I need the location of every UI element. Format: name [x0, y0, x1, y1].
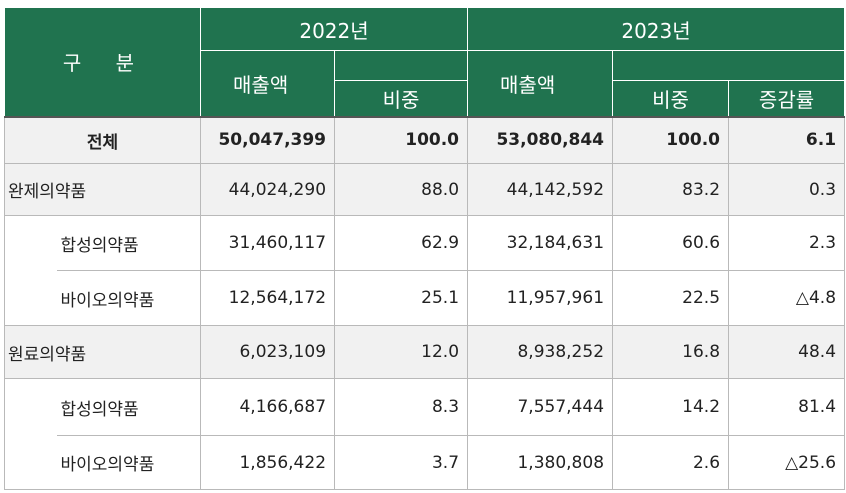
sales-2023-cell: 44,142,592 [467, 163, 614, 216]
sales-2022-cell: 4,166,687 [200, 378, 336, 436]
row-total: 전체 50,047,399 100.0 53,080,844 100.0 6.1 [3, 115, 846, 164]
row-label: 바이오의약품 [56, 435, 202, 490]
sales-2023-cell: 11,957,961 [467, 270, 614, 326]
header-category: 구 분 [3, 7, 202, 117]
row-raw-bio: 바이오의약품 1,856,422 3.7 1,380,808 2.6 △25.6 [4, 435, 846, 490]
row-label: 합성의약품 [56, 215, 202, 271]
sales-table: 구 분 2022년 2023년 매출액 매출액 비중 비중 증감률 전체 50,… [3, 7, 846, 490]
share-2023-cell: 100.0 [612, 115, 730, 164]
share-2022-cell: 12.0 [334, 325, 469, 379]
sales-2023-cell: 1,380,808 [467, 435, 614, 490]
row-raw-materials: 원료의약품 6,023,109 12.0 8,938,252 16.8 48.4 [3, 325, 846, 379]
header-change-2023: 증감률 [728, 80, 846, 117]
sales-2023-cell: 32,184,631 [467, 215, 614, 271]
header-spacer-2022 [334, 50, 469, 81]
share-2023-cell: 60.6 [612, 215, 730, 271]
change-cell: 2.3 [728, 215, 846, 271]
row-label: 바이오의약품 [56, 270, 202, 326]
indent-cell [4, 215, 57, 271]
row-finished-bio: 바이오의약품 12,564,172 25.1 11,957,961 22.5 △… [4, 270, 846, 326]
share-2023-cell: 83.2 [612, 163, 730, 216]
share-2023-cell: 16.8 [612, 325, 730, 379]
row-label: 원료의약품 [3, 325, 202, 379]
share-2023-cell: 22.5 [612, 270, 730, 326]
row-label: 완제의약품 [3, 163, 202, 216]
header-year-2022: 2022년 [200, 7, 469, 51]
header-share-2022: 비중 [334, 80, 469, 117]
header-spacer-2023 [612, 50, 846, 81]
row-finished-synthetic: 합성의약품 31,460,117 62.9 32,184,631 60.6 2.… [4, 215, 846, 271]
header-year-2023: 2023년 [467, 7, 846, 51]
share-2022-cell: 100.0 [334, 115, 469, 164]
change-cell: 0.3 [728, 163, 846, 216]
share-2022-cell: 88.0 [334, 163, 469, 216]
row-label: 전체 [3, 115, 202, 164]
sales-2023-cell: 8,938,252 [467, 325, 614, 379]
share-2023-cell: 14.2 [612, 378, 730, 436]
header-share-2023: 비중 [612, 80, 730, 117]
change-cell: △4.8 [728, 270, 846, 326]
change-cell: 81.4 [728, 378, 846, 436]
row-finished-drugs: 완제의약품 44,024,290 88.0 44,142,592 83.2 0.… [3, 163, 846, 216]
sales-2022-cell: 44,024,290 [200, 163, 336, 216]
share-2023-cell: 2.6 [612, 435, 730, 490]
change-cell: 6.1 [728, 115, 846, 164]
change-cell: △25.6 [728, 435, 846, 490]
change-cell: 48.4 [728, 325, 846, 379]
share-2022-cell: 62.9 [334, 215, 469, 271]
row-label: 합성의약품 [56, 378, 202, 436]
sales-2022-cell: 6,023,109 [200, 325, 336, 379]
share-2022-cell: 3.7 [334, 435, 469, 490]
share-2022-cell: 8.3 [334, 378, 469, 436]
indent-cell [4, 435, 57, 490]
sales-2022-cell: 1,856,422 [200, 435, 336, 490]
sales-2022-cell: 12,564,172 [200, 270, 336, 326]
share-2022-cell: 25.1 [334, 270, 469, 326]
sales-2022-cell: 31,460,117 [200, 215, 336, 271]
sales-2022-cell: 50,047,399 [200, 115, 336, 164]
indent-cell [4, 378, 57, 436]
indent-cell [4, 270, 57, 326]
sales-2023-cell: 7,557,444 [467, 378, 614, 436]
sales-2023-cell: 53,080,844 [467, 115, 614, 164]
header-sales-2022: 매출액 [200, 50, 336, 117]
header-sales-2023: 매출액 [467, 50, 614, 117]
row-raw-synthetic: 합성의약품 4,166,687 8.3 7,557,444 14.2 81.4 [4, 378, 846, 436]
